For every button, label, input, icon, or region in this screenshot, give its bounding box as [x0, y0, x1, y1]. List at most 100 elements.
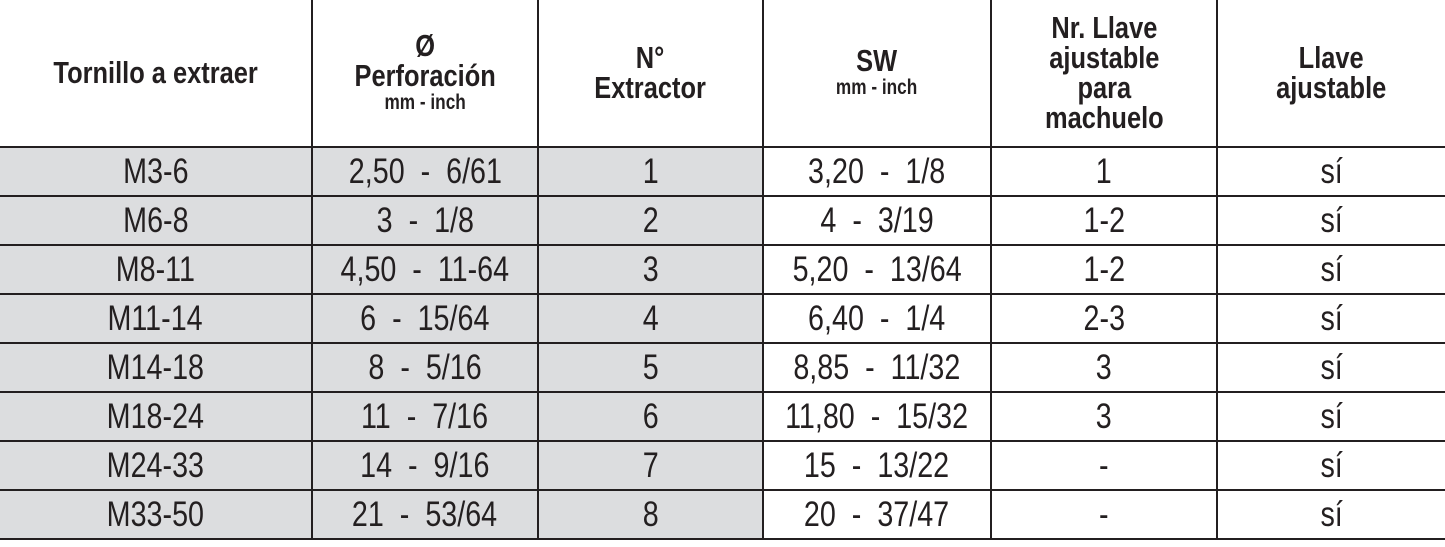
cell-text: M14-18 [106, 347, 205, 387]
cell-adjustable-wrench: sí [1216, 440, 1445, 491]
cell-text: 11,80 - 15/32 [785, 396, 969, 436]
cell-extractor-number: 8 [537, 489, 764, 540]
header-label: SW [856, 43, 898, 78]
cell-text: sí [1320, 396, 1343, 436]
cell-drill-diameter: 3 - 1/8 [311, 195, 539, 246]
cell-text: M11-14 [107, 298, 204, 338]
cell-sw: 20 - 37/47 [762, 489, 992, 540]
cell-text: 1-2 [1083, 249, 1125, 289]
cell-text: sí [1320, 249, 1343, 289]
cell-extractor-number: 2 [537, 195, 764, 246]
cell-text: 3,20 - 1/8 [808, 151, 946, 191]
cell-extractor-number: 7 [537, 440, 764, 491]
header-adjustable-wrench: Llave ajustable [1216, 0, 1445, 148]
cell-text: 8 [642, 494, 659, 534]
table-row: M11-14 6 - 15/64 4 6,40 - 1/4 2-3 sí [0, 293, 1445, 344]
cell-extractor-number: 5 [537, 342, 764, 393]
cell-text: M24-33 [106, 445, 205, 485]
cell-text: sí [1320, 445, 1343, 485]
cell-text: 1 [1096, 151, 1112, 191]
header-label: ajustable [1276, 70, 1387, 105]
cell-text: 8 - 5/16 [368, 347, 482, 387]
cell-tap-wrench-number: 1-2 [990, 244, 1218, 295]
cell-text: 14 - 9/16 [360, 445, 490, 485]
header-screw: Tornillo a extraer [0, 0, 313, 148]
cell-text: 1 [642, 151, 659, 191]
cell-text: 6,40 - 1/4 [808, 298, 946, 338]
cell-text: 5,20 - 13/64 [792, 249, 962, 289]
cell-adjustable-wrench: sí [1216, 489, 1445, 540]
cell-text: sí [1320, 298, 1343, 338]
cell-screw: M24-33 [0, 440, 313, 491]
table-row: M14-18 8 - 5/16 5 8,85 - 11/32 3 sí [0, 342, 1445, 393]
cell-tap-wrench-number: 3 [990, 391, 1218, 442]
cell-text: 7 [642, 445, 659, 485]
cell-drill-diameter: 2,50 - 6/61 [311, 146, 539, 197]
header-extractor-number: N° Extractor [537, 0, 764, 148]
cell-text: 21 - 53/64 [352, 494, 498, 534]
cell-text: 5 [642, 347, 659, 387]
cell-screw: M3-6 [0, 146, 313, 197]
cell-extractor-number: 4 [537, 293, 764, 344]
cell-sw: 6,40 - 1/4 [762, 293, 992, 344]
cell-extractor-number: 3 [537, 244, 764, 295]
header-label: machuelo [1044, 100, 1164, 135]
table-row: M6-8 3 - 1/8 2 4 - 3/19 1-2 sí [0, 195, 1445, 246]
cell-text: 4,50 - 11-64 [340, 249, 510, 289]
cell-text: sí [1320, 151, 1343, 191]
cell-sw: 5,20 - 13/64 [762, 244, 992, 295]
table-row: M8-11 4,50 - 11-64 3 5,20 - 13/64 1-2 sí [0, 244, 1445, 295]
header-label: Extractor [594, 70, 707, 105]
cell-text: 8,85 - 11/32 [793, 347, 961, 387]
table-row: M24-33 14 - 9/16 7 15 - 13/22 - sí [0, 440, 1445, 491]
cell-text: 3 [1096, 396, 1112, 436]
cell-text: 15 - 13/22 [804, 445, 950, 485]
cell-screw: M11-14 [0, 293, 313, 344]
header-unit: mm - inch [384, 91, 466, 114]
table-row: M33-50 21 - 53/64 8 20 - 37/47 - sí [0, 489, 1445, 540]
cell-screw: M6-8 [0, 195, 313, 246]
header-label: Tornillo a extraer [53, 55, 258, 90]
header-label: para [1077, 70, 1131, 105]
cell-drill-diameter: 6 - 15/64 [311, 293, 539, 344]
cell-text: sí [1320, 200, 1343, 240]
cell-tap-wrench-number: 2-3 [990, 293, 1218, 344]
cell-screw: M8-11 [0, 244, 313, 295]
cell-text: 2,50 - 6/61 [348, 151, 502, 191]
cell-drill-diameter: 4,50 - 11-64 [311, 244, 539, 295]
cell-text: 3 [1096, 347, 1112, 387]
cell-screw: M14-18 [0, 342, 313, 393]
cell-adjustable-wrench: sí [1216, 195, 1445, 246]
cell-adjustable-wrench: sí [1216, 146, 1445, 197]
cell-text: 6 - 15/64 [360, 298, 490, 338]
cell-drill-diameter: 11 - 7/16 [311, 391, 539, 442]
cell-text: 6 [642, 396, 659, 436]
cell-drill-diameter: 14 - 9/16 [311, 440, 539, 491]
cell-text: 20 - 37/47 [804, 494, 950, 534]
cell-drill-diameter: 21 - 53/64 [311, 489, 539, 540]
header-label: Llave [1298, 40, 1364, 75]
cell-text: 2 [642, 200, 659, 240]
cell-sw: 3,20 - 1/8 [762, 146, 992, 197]
table-row: M18-24 11 - 7/16 6 11,80 - 15/32 3 sí [0, 391, 1445, 442]
header-row: Tornillo a extraer Ø Perforación mm - inch N… [0, 0, 1445, 148]
cell-adjustable-wrench: sí [1216, 293, 1445, 344]
cell-screw: M18-24 [0, 391, 313, 442]
cell-extractor-number: 1 [537, 146, 764, 197]
cell-sw: 11,80 - 15/32 [762, 391, 992, 442]
cell-text: 3 - 1/8 [376, 200, 474, 240]
cell-text: M33-50 [106, 494, 205, 534]
header-unit: mm - inch [836, 76, 918, 99]
table-row: M3-6 2,50 - 6/61 1 3,20 - 1/8 1 sí [0, 146, 1445, 197]
cell-sw: 8,85 - 11/32 [762, 342, 992, 393]
header-label: Perforación [354, 58, 496, 93]
cell-sw: 15 - 13/22 [762, 440, 992, 491]
cell-tap-wrench-number: - [990, 489, 1218, 540]
header-tap-wrench-number: Nr. Llave ajustable para machuelo [990, 0, 1218, 148]
cell-tap-wrench-number: 1 [990, 146, 1218, 197]
cell-text: M3-6 [122, 151, 189, 191]
cell-text: M18-24 [106, 396, 205, 436]
cell-tap-wrench-number: 1-2 [990, 195, 1218, 246]
cell-tap-wrench-number: - [990, 440, 1218, 491]
